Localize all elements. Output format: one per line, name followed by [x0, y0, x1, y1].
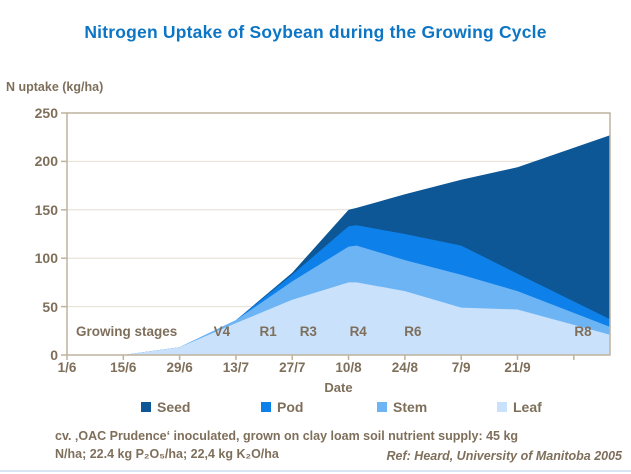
y-tick-label: 100 [34, 250, 58, 267]
legend: Seed Pod Stem Leaf [0, 399, 631, 417]
x-tick-label: 15/6 [110, 360, 137, 375]
legend-label-leaf: Leaf [513, 399, 542, 415]
x-tick-label: 29/6 [166, 360, 193, 375]
legend-label-stem: Stem [393, 399, 428, 415]
stacked-area-chart [61, 112, 611, 360]
x-tick-label: 21/9 [504, 360, 531, 375]
legend-label-seed: Seed [157, 399, 191, 415]
caption: cv. ‚OAC Prudence‘ inoculated, grown on … [55, 427, 555, 463]
legend-item-pod: Pod [261, 399, 303, 415]
stage-label-r6: R6 [404, 324, 422, 339]
caption-line-2: N/ha; 22.4 kg P₂O₅/ha; 22,4 kg K₂O/ha [55, 447, 279, 462]
page-title: Nitrogen Uptake of Soybean during the Gr… [84, 22, 547, 42]
stage-label-v4: V4 [213, 324, 231, 339]
legend-item-leaf: Leaf [497, 399, 542, 415]
x-axis-title: Date [324, 380, 353, 395]
stage-label-r8: R8 [574, 324, 592, 339]
x-tick-label: 13/7 [222, 360, 250, 375]
bottom-divider [0, 470, 631, 472]
pod-color-swatch [261, 402, 271, 412]
y-tick-label: 250 [34, 105, 58, 121]
x-tick-label: 1/6 [57, 360, 77, 375]
stage-label-r3: R3 [299, 324, 317, 339]
y-tick-label: 200 [34, 153, 58, 170]
seed-color-swatch [141, 402, 151, 412]
y-tick-label: 50 [42, 298, 58, 315]
stem-color-swatch [377, 402, 387, 412]
x-tick-label: 24/8 [391, 360, 418, 375]
growing-stages-label: Growing stages [76, 324, 178, 339]
x-tick-label: 10/8 [335, 360, 362, 375]
stage-label-r4: R4 [349, 324, 367, 339]
legend-item-stem: Stem [377, 399, 427, 415]
x-tick-label: 7/9 [451, 360, 471, 375]
chart-labels: Growing stages Date 0 50 100 150 200 250 1/6 15… [34, 105, 592, 395]
caption-line-1: cv. ‚OAC Prudence‘ inoculated, grown on … [55, 429, 519, 443]
legend-item-seed: Seed [141, 399, 190, 415]
y-axis-title: N uptake (kg/ha) [6, 80, 104, 94]
reference-note: Ref: Heard, University of Manitoba 2005 [386, 449, 622, 463]
leaf-color-swatch [497, 402, 507, 412]
legend-label-pod: Pod [277, 399, 304, 415]
y-tick-label: 150 [34, 201, 58, 218]
x-tick-label: 27/7 [279, 360, 306, 375]
stage-label-r1: R1 [259, 324, 277, 339]
y-tick-label: 0 [50, 347, 58, 363]
